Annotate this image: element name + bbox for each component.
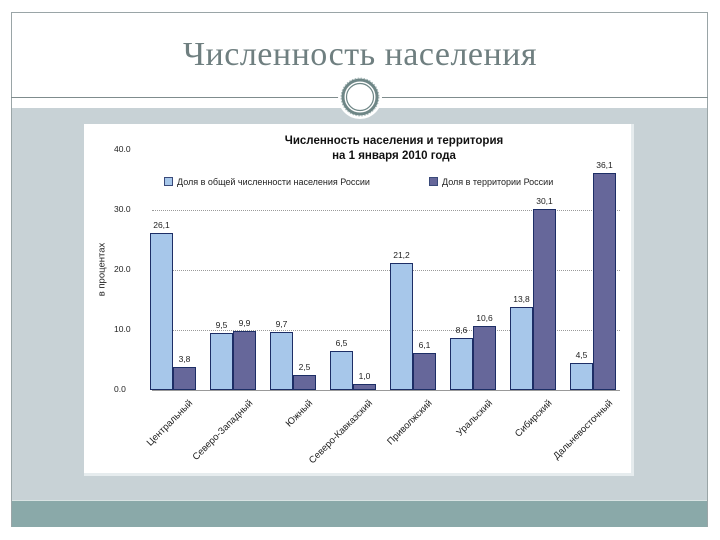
chart-title-line-2: на 1 января 2010 года [332, 150, 456, 162]
bar-value-label: 26,1 [153, 220, 170, 231]
x-category-label: Уральский [454, 398, 495, 439]
bar-territory [353, 384, 376, 390]
gridline [152, 330, 620, 331]
bar-territory [293, 375, 316, 390]
y-tick: 20.0 [114, 264, 131, 274]
legend-swatch-population [164, 177, 173, 186]
bar-population [570, 363, 593, 390]
bar-value-label: 8,6 [455, 325, 468, 336]
x-category-label: Дальневосточный [550, 398, 615, 462]
bar-population [330, 351, 353, 390]
circle-ornament-icon [338, 75, 382, 119]
y-tick: 10.0 [114, 324, 131, 334]
bar-territory [593, 173, 616, 390]
x-category-label: Южный [283, 398, 315, 430]
x-category-label: Приволжский [385, 398, 435, 448]
bar-population [510, 307, 533, 390]
legend-swatch-territory [429, 177, 438, 186]
x-category-label: Сибирский [513, 398, 555, 440]
bar-value-label: 2,5 [298, 362, 311, 372]
bar-territory [173, 367, 196, 390]
bar-territory [233, 330, 256, 390]
bar-chart: Численность населения и территория на 1 … [84, 124, 634, 476]
y-tick: 0.0 [114, 384, 126, 394]
chart-title: Численность населения и территория на 1 … [234, 134, 554, 164]
legend-label-population: Доля в общей численности населения Росси… [177, 177, 370, 187]
bar-population [390, 262, 413, 390]
legend-item-population: Доля в общей численности населения Росси… [164, 177, 370, 187]
bar-territory [533, 209, 556, 390]
x-category-label: Северо-Кавказский [306, 398, 375, 467]
bar-value-label: 6,1 [418, 340, 431, 351]
bar-population [270, 331, 293, 390]
y-tick: 40.0 [114, 144, 131, 154]
bar-population [450, 338, 473, 390]
x-axis [152, 390, 620, 391]
gridline [152, 270, 620, 271]
x-category-label: Северо-Западный [190, 398, 255, 463]
bar-value-label: 6,5 [335, 338, 348, 348]
bar-population [150, 233, 173, 390]
legend-label-territory: Доля в территории России [442, 177, 554, 187]
bar-value-label: 10,6 [476, 313, 493, 324]
bar-territory [413, 353, 436, 390]
y-tick: 30.0 [114, 204, 131, 214]
gridline [152, 210, 620, 211]
bar-value-label: 1,0 [358, 371, 371, 381]
slide-title: Численность населения [182, 36, 538, 73]
bar-value-label: 4,5 [575, 350, 588, 360]
bar-value-label: 9,5 [215, 320, 228, 330]
bar-value-label: 9,9 [238, 317, 251, 328]
bar-value-label: 3,8 [178, 354, 191, 365]
bar-value-label: 21,2 [393, 249, 410, 260]
bar-value-label: 13,8 [513, 294, 530, 305]
footer-band [12, 500, 707, 527]
y-axis-label: в процентах [96, 242, 108, 297]
legend-item-territory: Доля в территории России [429, 177, 553, 187]
bar-value-label: 30,1 [536, 196, 553, 207]
bar-value-label: 36,1 [596, 160, 613, 171]
x-category-label: Центральный [144, 398, 195, 449]
chart-title-line-1: Численность населения и территория [284, 135, 504, 147]
bar-territory [473, 326, 496, 390]
bar-value-label: 9,7 [275, 318, 288, 329]
bar-population [210, 333, 233, 390]
